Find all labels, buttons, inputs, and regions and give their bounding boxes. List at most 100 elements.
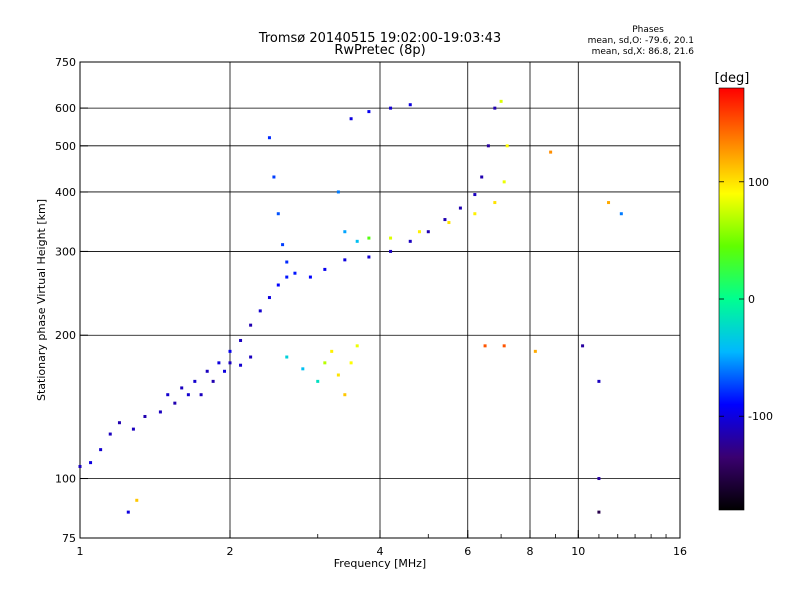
data-point [173,401,177,405]
data-point [343,258,347,262]
data-point [417,230,421,234]
data-point [258,309,262,313]
data-point [99,448,103,452]
data-point [343,393,347,397]
data-points [78,99,623,514]
grid-lines [80,62,680,538]
data-point [499,99,503,103]
y-tick-label: 200 [55,329,76,342]
data-point [486,144,490,148]
data-point [308,275,312,279]
data-point [480,175,484,179]
data-point [166,393,170,397]
data-point [281,243,285,247]
x-tick-label: 8 [527,545,534,558]
data-point [349,117,353,121]
data-point [267,136,271,140]
data-point [186,393,190,397]
data-point [272,175,276,179]
colorbar-label: [deg] [715,71,750,86]
data-point [581,344,585,348]
data-point [493,106,497,110]
data-point [367,255,371,259]
data-point [426,230,430,234]
data-point [389,249,393,253]
data-point [323,361,327,365]
data-point [228,361,232,365]
colorbar-tick-label: 0 [748,293,755,306]
data-point [502,180,506,184]
data-point [89,461,93,465]
data-point [597,477,601,481]
data-point [285,275,289,279]
data-point [276,212,280,216]
data-point [349,361,353,365]
x-tick-label: 4 [377,545,384,558]
data-point [249,323,253,327]
data-point [276,283,280,287]
data-point [267,296,271,300]
axis-ticks: 1 2 4 6 8 10 16 75 100 200 300 400 500 600 750 [55,56,687,558]
data-point [355,344,359,348]
data-point [367,236,371,240]
data-point [323,267,327,271]
data-point [239,338,243,342]
data-point [293,271,297,275]
data-point [239,363,243,367]
colorbar-tick-label: 100 [748,176,769,189]
data-point [549,150,553,154]
data-point [211,379,215,383]
x-axis-label: Frequency [MHz] [334,557,426,570]
data-point [143,414,147,418]
data-point [607,201,611,205]
data-point [443,218,447,222]
x-tick-label: 16 [673,545,687,558]
data-point [135,498,139,502]
data-point [193,379,197,383]
data-point [223,369,227,373]
data-point [117,421,121,425]
data-point [217,361,221,365]
phase-info-o-mode: mean, sd,O: -79.6, 20.1 [588,36,694,46]
y-tick-label: 500 [55,140,76,153]
data-point [78,464,82,468]
data-point [126,510,130,514]
data-point [597,379,601,383]
colorbar-tick-label: -100 [748,410,773,423]
data-point [180,386,184,390]
x-tick-label: 2 [227,545,234,558]
data-point [228,349,232,353]
y-tick-label: 600 [55,102,76,115]
data-point [619,212,623,216]
data-point [285,355,289,359]
y-tick-label: 750 [55,56,76,69]
phase-info-x-mode: mean, sd,X: 86.8, 21.6 [592,47,695,57]
data-point [473,193,477,197]
data-point [389,106,393,110]
data-point [483,344,487,348]
y-tick-label: 300 [55,245,76,258]
y-axis-label: Stationary phase Virtual Height [km] [35,199,48,401]
data-point [336,190,340,194]
chart-subtitle: RwPretec (8p) [334,43,425,58]
data-point [199,393,203,397]
data-point [158,410,162,414]
y-tick-label: 75 [62,532,76,545]
data-point [285,260,289,264]
data-point [505,144,509,148]
data-point [502,344,506,348]
data-point [597,510,601,514]
phase-info-heading: Phases [632,25,664,35]
data-point [343,230,347,234]
data-point [108,432,112,436]
data-point [131,427,135,431]
y-tick-label: 100 [55,473,76,486]
data-point [316,379,320,383]
data-point [301,367,305,371]
data-point [493,201,497,205]
data-point [367,110,371,114]
y-tick-label: 400 [55,186,76,199]
x-tick-label: 6 [464,545,471,558]
data-point [447,221,451,225]
